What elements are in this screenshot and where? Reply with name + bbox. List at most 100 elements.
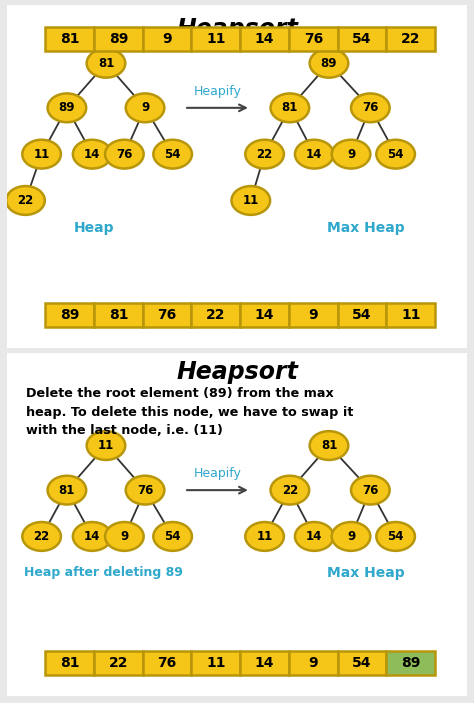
Text: 9: 9	[347, 148, 355, 161]
Circle shape	[73, 522, 111, 551]
FancyBboxPatch shape	[46, 27, 94, 51]
Text: Heapsort: Heapsort	[176, 17, 298, 41]
Text: Max Heap: Max Heap	[327, 566, 404, 579]
Text: 14: 14	[84, 530, 100, 543]
FancyBboxPatch shape	[143, 651, 191, 676]
Text: 89: 89	[321, 57, 337, 70]
Text: 11: 11	[401, 308, 420, 322]
FancyBboxPatch shape	[337, 651, 386, 676]
Text: Heapsort: Heapsort	[176, 360, 298, 384]
Circle shape	[6, 186, 45, 215]
Text: 76: 76	[157, 308, 177, 322]
Text: Delete the root element (89) from the max
heap. To delete this node, we have to : Delete the root element (89) from the ma…	[26, 387, 353, 437]
Text: 54: 54	[164, 148, 181, 161]
Text: 89: 89	[401, 656, 420, 670]
Text: 81: 81	[60, 656, 79, 670]
Text: Heapify: Heapify	[193, 467, 241, 480]
Text: 14: 14	[84, 148, 100, 161]
Text: 11: 11	[206, 32, 226, 46]
Circle shape	[73, 140, 111, 169]
FancyBboxPatch shape	[289, 27, 337, 51]
Text: 14: 14	[306, 148, 322, 161]
Circle shape	[245, 522, 284, 551]
Text: 9: 9	[309, 656, 318, 670]
Text: 9: 9	[309, 308, 318, 322]
FancyBboxPatch shape	[46, 303, 94, 328]
Text: 76: 76	[304, 32, 323, 46]
Circle shape	[153, 522, 192, 551]
Circle shape	[22, 522, 61, 551]
Circle shape	[22, 140, 61, 169]
Text: 54: 54	[387, 530, 404, 543]
Text: 81: 81	[60, 32, 79, 46]
Text: 11: 11	[256, 530, 273, 543]
Circle shape	[310, 49, 348, 77]
FancyBboxPatch shape	[94, 651, 143, 676]
Circle shape	[126, 476, 164, 505]
Text: 76: 76	[137, 484, 153, 496]
Text: 81: 81	[282, 101, 298, 115]
Text: 22: 22	[18, 194, 34, 207]
Text: 76: 76	[362, 484, 379, 496]
Text: 22: 22	[34, 530, 50, 543]
Text: Max Heap: Max Heap	[327, 221, 404, 235]
Text: 9: 9	[162, 32, 172, 46]
FancyBboxPatch shape	[386, 303, 435, 328]
Circle shape	[376, 522, 415, 551]
FancyBboxPatch shape	[240, 651, 289, 676]
Circle shape	[153, 140, 192, 169]
Text: 81: 81	[59, 484, 75, 496]
Circle shape	[310, 431, 348, 460]
Circle shape	[245, 140, 284, 169]
Text: 81: 81	[321, 439, 337, 452]
Text: 54: 54	[352, 656, 372, 670]
Text: 22: 22	[401, 32, 420, 46]
Circle shape	[271, 93, 309, 122]
Text: 81: 81	[109, 308, 128, 322]
FancyBboxPatch shape	[240, 27, 289, 51]
Circle shape	[231, 186, 270, 215]
Text: 9: 9	[347, 530, 355, 543]
Circle shape	[271, 476, 309, 505]
Text: 89: 89	[109, 32, 128, 46]
Text: 14: 14	[255, 32, 274, 46]
Text: 9: 9	[141, 101, 149, 115]
Text: 14: 14	[255, 308, 274, 322]
FancyBboxPatch shape	[94, 303, 143, 328]
Circle shape	[47, 476, 86, 505]
FancyBboxPatch shape	[337, 27, 386, 51]
FancyBboxPatch shape	[191, 651, 240, 676]
FancyBboxPatch shape	[191, 27, 240, 51]
Text: 22: 22	[256, 148, 273, 161]
FancyBboxPatch shape	[191, 303, 240, 328]
Text: Heap: Heap	[74, 221, 115, 235]
Circle shape	[351, 93, 390, 122]
Circle shape	[47, 93, 86, 122]
FancyBboxPatch shape	[289, 651, 337, 676]
Circle shape	[332, 140, 370, 169]
Text: 11: 11	[34, 148, 50, 161]
Text: 54: 54	[352, 308, 372, 322]
Text: 81: 81	[98, 57, 114, 70]
FancyBboxPatch shape	[386, 651, 435, 676]
Text: 14: 14	[306, 530, 322, 543]
FancyBboxPatch shape	[143, 303, 191, 328]
FancyBboxPatch shape	[94, 27, 143, 51]
Text: Heapify: Heapify	[193, 84, 241, 98]
Text: 22: 22	[109, 656, 128, 670]
Text: 54: 54	[164, 530, 181, 543]
Circle shape	[126, 93, 164, 122]
Text: 14: 14	[255, 656, 274, 670]
Circle shape	[351, 476, 390, 505]
Text: 11: 11	[206, 656, 226, 670]
Circle shape	[376, 140, 415, 169]
Circle shape	[295, 140, 334, 169]
Text: Heap after deleting 89: Heap after deleting 89	[24, 566, 183, 579]
Text: 54: 54	[387, 148, 404, 161]
Text: 22: 22	[282, 484, 298, 496]
Text: 76: 76	[157, 656, 177, 670]
Text: 76: 76	[116, 148, 133, 161]
FancyBboxPatch shape	[7, 353, 467, 696]
Text: 89: 89	[60, 308, 79, 322]
FancyBboxPatch shape	[240, 303, 289, 328]
